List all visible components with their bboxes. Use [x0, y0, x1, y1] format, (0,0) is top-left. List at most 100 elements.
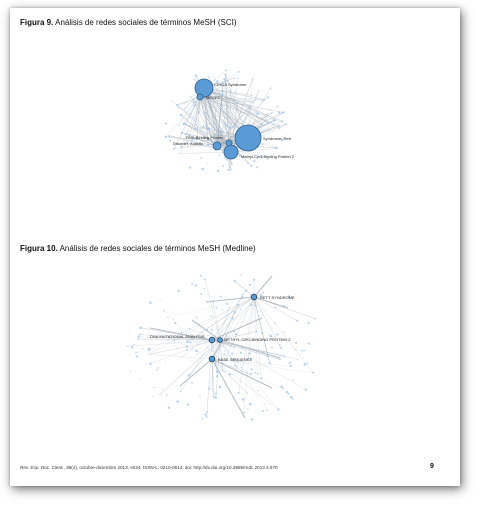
- fig10-minor-node-93: [159, 299, 161, 301]
- fig10-edge-89: [234, 280, 255, 298]
- fig10-edge-8: [168, 337, 213, 360]
- fig10-minor-node-151: [201, 418, 204, 420]
- fig10-edge-60: [219, 339, 223, 372]
- fig9-minor-node-87: [215, 80, 219, 83]
- fig10-minor-node-103: [206, 410, 209, 413]
- fig10-minor-node-98: [206, 329, 209, 331]
- label-methyl-cpg-binding-protein-2: Methyl-CpG Binding Protein 2: [241, 154, 295, 159]
- fig9-minor-node-9: [239, 155, 241, 157]
- fig9-minor-node-78: [240, 111, 243, 114]
- fig10-minor-node-8: [188, 327, 191, 330]
- fig10-edge-31: [148, 354, 213, 360]
- fig9-minor-node-164: [281, 112, 284, 114]
- fig10-minor-node-181: [250, 418, 254, 421]
- fig10-minor-node-89: [228, 306, 231, 309]
- fig10-minor-node-108: [149, 301, 152, 304]
- fig10-minor-node-6: [194, 284, 197, 287]
- fig10-minor-node-144: [283, 331, 285, 333]
- fig10-minor-node-42: [138, 333, 141, 336]
- fig9-minor-node-132: [234, 77, 236, 79]
- fig9-edge-121: [194, 128, 218, 147]
- fig10-minor-node-111: [279, 358, 281, 361]
- fig10-minor-node-159: [277, 408, 280, 411]
- fig10-strong-edge-5: [219, 339, 281, 359]
- fig9-minor-node-109: [273, 123, 275, 125]
- fig10-minor-node-43: [137, 335, 140, 338]
- fig9-edge-116: [199, 96, 253, 103]
- fig10-edge-40: [219, 333, 237, 341]
- fig9-minor-node-40: [210, 122, 212, 125]
- footer-citation: , 36(4), octubre-diciembre 2013, e024. I…: [63, 465, 278, 470]
- fig10-minor-node-26: [199, 395, 201, 397]
- fig10-minor-node-66: [246, 357, 250, 361]
- fig10-minor-node-37: [246, 392, 248, 394]
- fig10-minor-node-174: [221, 345, 224, 348]
- fig10-minor-node-78: [165, 394, 168, 396]
- fig10-edge-83: [243, 296, 255, 413]
- fig10-strong-edge-3: [179, 358, 213, 387]
- fig9-minor-node-7: [280, 138, 284, 141]
- fig10-minor-node-102: [244, 339, 247, 342]
- fig9-minor-node-134: [224, 107, 227, 110]
- fig10-minor-node-112: [231, 352, 234, 355]
- fig9-minor-node-169: [201, 167, 204, 171]
- fig9-minor-node-15: [256, 97, 258, 99]
- fig10-minor-node-176: [215, 306, 218, 309]
- fig9-edge-184: [203, 87, 269, 124]
- fig10-edge-7: [253, 296, 262, 379]
- fig10-minor-node-72: [214, 396, 217, 399]
- fig10-minor-node-143: [222, 353, 226, 356]
- fig9-minor-node-71: [264, 98, 266, 101]
- fig10-edge-65: [138, 336, 213, 341]
- fig10-minor-node-35: [133, 343, 135, 346]
- node-disorder-autistic: [212, 141, 222, 151]
- fig10-minor-node-165: [240, 308, 242, 311]
- figure-10-caption: Figura 10. Análisis de redes sociales de…: [20, 244, 256, 253]
- fig9-minor-node-32: [168, 135, 171, 138]
- node-rett-syndrome: [250, 293, 258, 301]
- fig9-edge-208: [203, 87, 263, 125]
- fig10-minor-node-118: [210, 328, 213, 331]
- fig10-minor-node-117: [191, 381, 193, 384]
- fig9-minor-node-158: [260, 143, 262, 145]
- fig10-minor-node-17: [261, 332, 264, 335]
- fig10-minor-node-183: [242, 411, 245, 414]
- fig9-edge-202: [199, 96, 266, 100]
- fig10-minor-node-53: [176, 400, 179, 403]
- fig10-edge-78: [253, 296, 280, 345]
- fig10-minor-node-122: [304, 388, 308, 391]
- fig9-minor-node-100: [252, 101, 254, 103]
- fig9-minor-node-143: [190, 139, 194, 142]
- fig10-minor-node-0: [167, 316, 169, 318]
- fig9-minor-node-36: [193, 78, 195, 81]
- fig10-minor-node-61: [281, 355, 284, 357]
- fig10-strong-edge-6: [211, 317, 263, 341]
- fig10-minor-node-188: [270, 335, 273, 338]
- fig9-minor-node-26: [223, 78, 226, 80]
- fig10-minor-node-25: [213, 396, 216, 399]
- fig10-edge-73: [219, 331, 257, 341]
- fig9-minor-node-152: [228, 126, 231, 129]
- fig9-edge-209: [176, 96, 201, 106]
- fig9-minor-node-46: [277, 124, 280, 127]
- document-page: Figura 9. Análisis de redes sociales de …: [10, 8, 460, 486]
- fig9-minor-node-60: [207, 127, 211, 130]
- fig9-minor-node-159: [175, 103, 179, 107]
- fig9-minor-node-95: [222, 82, 225, 85]
- fig10-minor-node-142: [295, 348, 297, 351]
- fig10-minor-node-74: [287, 295, 291, 298]
- fig9-minor-node-156: [230, 162, 233, 165]
- fig10-edge-64: [219, 339, 223, 372]
- figure-9-caption: Figura 9. Análisis de redes sociales de …: [20, 18, 237, 27]
- fig10-minor-node-173: [221, 308, 224, 311]
- fig10-minor-node-27: [303, 350, 306, 352]
- fig9-minor-node-135: [224, 122, 226, 125]
- fig9-minor-node-16: [192, 100, 195, 104]
- label-methyl-cpg-binding-protein-2-medline: METHYL-CPG-BINDING PROTEIN 2: [224, 337, 291, 342]
- fig9-minor-node-81: [268, 129, 271, 132]
- fig9-edge-250: [203, 87, 260, 128]
- fig9-minor-node-115: [206, 162, 208, 164]
- fig10-minor-node-79: [231, 317, 234, 320]
- fig9-minor-node-35: [253, 160, 256, 163]
- fig9-minor-node-57: [186, 141, 189, 144]
